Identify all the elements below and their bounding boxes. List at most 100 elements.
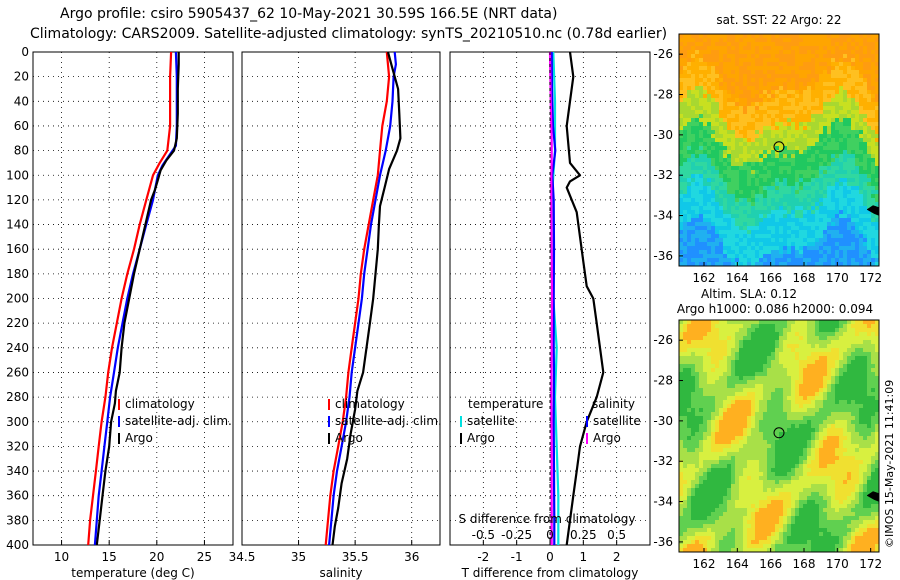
sst-map-y-tick-label: -32 [653, 168, 673, 182]
difference-s-tick-label: -0.5 [472, 528, 495, 542]
temperature-x-tick-label: 10 [54, 550, 69, 564]
difference-series-s-argo [548, 51, 554, 545]
depth-tick-label: 220 [6, 316, 29, 330]
salinity-series-satellite-adj-clim- [328, 51, 397, 546]
salinity-x-tick-label: 35.5 [342, 550, 369, 564]
sla-map-y-tick-label: -28 [653, 374, 673, 388]
temperature-x-tick-label: 20 [149, 550, 164, 564]
salinity-legend-label: climatology [335, 397, 405, 411]
sla-map-y-tick-label: -30 [653, 414, 673, 428]
difference-legend-title-temperature: temperature [468, 397, 543, 411]
sst-map-x-tick-label: 168 [793, 271, 816, 285]
sst-map-x-tick-label: 170 [826, 271, 849, 285]
depth-tick-label: 140 [6, 218, 29, 232]
temperature-legend-label: satellite-adj. clim. [125, 414, 232, 428]
depth-tick-label: 240 [6, 341, 29, 355]
difference-x-tick-label: -1 [511, 550, 523, 564]
depth-tick-label: 100 [6, 168, 29, 182]
depth-tick-label: 280 [6, 390, 29, 404]
difference-sal-legend-label: satellite [593, 414, 641, 428]
sst-map-y-tick-label: -36 [653, 249, 673, 263]
difference-temp-legend-label: satellite [467, 414, 515, 428]
difference-sal-legend-label: Argo [593, 431, 621, 445]
sst-map-title: sat. SST: 22 Argo: 22 [716, 13, 841, 27]
temperature-xlabel: temperature (deg C) [71, 566, 194, 580]
depth-tick-label: 360 [6, 489, 29, 503]
difference-x-tick-label: -2 [477, 550, 489, 564]
difference-legend-title-salinity: salinity [592, 397, 635, 411]
salinity-x-tick-label: 35 [291, 550, 306, 564]
sst-map-argo-marker [773, 141, 785, 153]
difference-s-tick-label: -0.25 [501, 528, 532, 542]
sla-map-argo-marker [773, 427, 785, 439]
salinity-x-tick-label: 34.5 [229, 550, 256, 564]
difference-s-tick-label: 0.5 [607, 528, 626, 542]
sst-map-x-tick-label: 166 [759, 271, 782, 285]
difference-temp-legend-label: Argo [467, 431, 495, 445]
sst-map-x-tick-label: 172 [859, 271, 882, 285]
salinity-legend-label: Argo [335, 431, 363, 445]
figure-title-line2: Climatology: CARS2009. Satellite-adjuste… [30, 26, 668, 42]
sla-map-y-tick-label: -34 [653, 495, 673, 509]
difference-x-tick-label: 0 [546, 550, 554, 564]
depth-tick-label: 0 [21, 45, 29, 59]
difference-s-tick-label: 0.25 [570, 528, 597, 542]
difference-x-tick-label: 1 [580, 550, 588, 564]
salinity-frame [241, 51, 441, 546]
sst-map-frame [678, 33, 880, 267]
sla-map-y-tick-label: -32 [653, 454, 673, 468]
salinity-series-argo [331, 51, 402, 546]
depth-tick-label: 20 [14, 70, 29, 84]
sla-map-title: Altim. SLA: 0.12 [701, 287, 797, 301]
sla-map-frame [678, 319, 880, 553]
sst-map-x-tick-label: 162 [693, 271, 716, 285]
sst-map-plot [679, 34, 880, 267]
depth-tick-label: 320 [6, 439, 29, 453]
difference-series-s-satellite [550, 51, 557, 545]
temperature-legend-label: Argo [125, 431, 153, 445]
sla-map-x-tick-label: 164 [726, 557, 749, 571]
temperature-series-satellite-adj-clim- [93, 51, 178, 546]
depth-tick-label: 40 [14, 94, 29, 108]
depth-tick-label: 180 [6, 267, 29, 281]
salinity-series-climatology [324, 51, 391, 546]
depth-tick-label: 80 [14, 144, 29, 158]
depth-tick-label: 120 [6, 193, 29, 207]
temperature-frame [32, 51, 234, 546]
temperature-series-argo [95, 52, 180, 546]
sla-map-plot [679, 320, 880, 553]
depth-tick-label: 340 [6, 464, 29, 478]
sst-map-x-tick-label: 164 [726, 271, 749, 285]
depth-tick-label: 260 [6, 365, 29, 379]
depth-tick-label: 160 [6, 242, 29, 256]
difference-xlabel: T difference from climatology [461, 566, 639, 580]
temperature-series-climatology [87, 51, 173, 546]
depth-tick-label: 300 [6, 415, 29, 429]
figure-title-line1: Argo profile: csiro 5905437_62 10-May-20… [60, 6, 558, 22]
sla-map-y-tick-label: -36 [653, 535, 673, 549]
imos-credit: ©IMOS 15-May-2021 11:41:09 [883, 379, 896, 548]
salinity-x-tick-label: 36 [404, 550, 419, 564]
sst-map-y-tick-label: -28 [653, 88, 673, 102]
temperature-x-tick-label: 15 [102, 550, 117, 564]
sla-map-x-tick-label: 162 [693, 557, 716, 571]
difference-x-tick-label: 2 [613, 550, 621, 564]
sla-map-x-tick-label: 168 [793, 557, 816, 571]
sst-map-y-tick-label: -26 [653, 47, 673, 61]
sst-map-y-tick-label: -34 [653, 209, 673, 223]
sla-map-x-tick-label: 172 [859, 557, 882, 571]
depth-tick-label: 60 [14, 119, 29, 133]
salinity-xlabel: salinity [319, 566, 362, 580]
difference-series-t-argo [565, 51, 605, 546]
temperature-x-tick-label: 25 [197, 550, 212, 564]
difference-s-tick-label: 0 [546, 528, 554, 542]
sla-map-subtitle: Argo h1000: 0.086 h2000: 0.094 [677, 302, 873, 316]
salinity-legend-label: satellite-adj. clim. [335, 414, 442, 428]
difference-top-xlabel: S difference from climatology [459, 512, 636, 526]
sla-map-x-tick-label: 166 [759, 557, 782, 571]
depth-tick-label: 400 [6, 538, 29, 552]
sst-map-y-tick-label: -30 [653, 128, 673, 142]
temperature-legend-label: climatology [125, 397, 195, 411]
depth-tick-label: 380 [6, 513, 29, 527]
